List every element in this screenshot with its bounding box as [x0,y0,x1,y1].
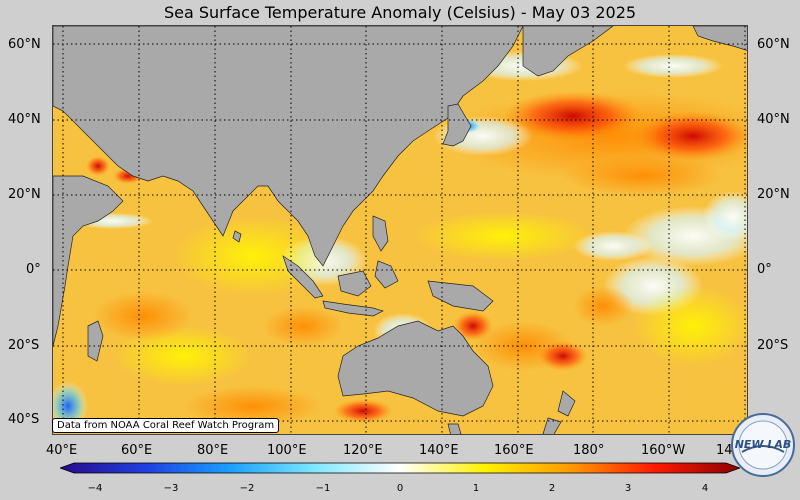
colorbar-tick: −1 [315,483,331,494]
lon-label: 140°E [419,443,459,458]
colorbar-tick: 0 [396,483,404,494]
lon-label: 160°E [494,443,534,458]
lat-label-right: 0° [757,262,772,277]
colorbar-tick: 3 [624,483,632,494]
anomaly-field [53,26,747,434]
lon-label: 100°E [267,443,307,458]
gridlines [53,26,747,434]
lat-label-right: 20°S [757,338,789,353]
lon-label: 160°W [641,443,686,458]
lon-label: 60°E [121,443,153,458]
colorbar-gradient [60,462,740,474]
lat-label-right: 40°N [757,112,790,127]
lon-label: 40°E [46,443,78,458]
colorbar-tick: −2 [239,483,255,494]
map-title: Sea Surface Temperature Anomaly (Celsius… [163,3,637,22]
lon-label: 80°E [197,443,229,458]
land [53,26,747,434]
svg-text:NEW LAB: NEW LAB [735,438,792,451]
lat-label-left: 40°N [8,112,41,127]
colorbar [60,462,740,474]
colorbar-tick: 1 [472,483,480,494]
colorbar-tick: 4 [701,483,709,494]
colorbar-tick: −4 [87,483,103,494]
data-credit-label: Data from NOAA Coral Reef Watch Program [52,418,280,433]
lat-label-left: 40°S [8,412,40,427]
lat-label-left: 20°N [8,187,41,202]
colorbar-tick: 2 [548,483,556,494]
lat-label-left: 60°N [8,37,41,52]
lat-label-left: 20°S [8,338,40,353]
lon-label: 120°E [343,443,383,458]
lon-label: 180° [573,443,605,458]
colorbar-tick: −3 [163,483,179,494]
lat-label-right: 60°N [757,37,790,52]
lat-label-left: 0° [26,262,41,277]
sst-anomaly-map [52,25,748,435]
lat-label-right: 20°N [757,187,790,202]
new-lab-logo: NEW LAB [731,413,795,477]
